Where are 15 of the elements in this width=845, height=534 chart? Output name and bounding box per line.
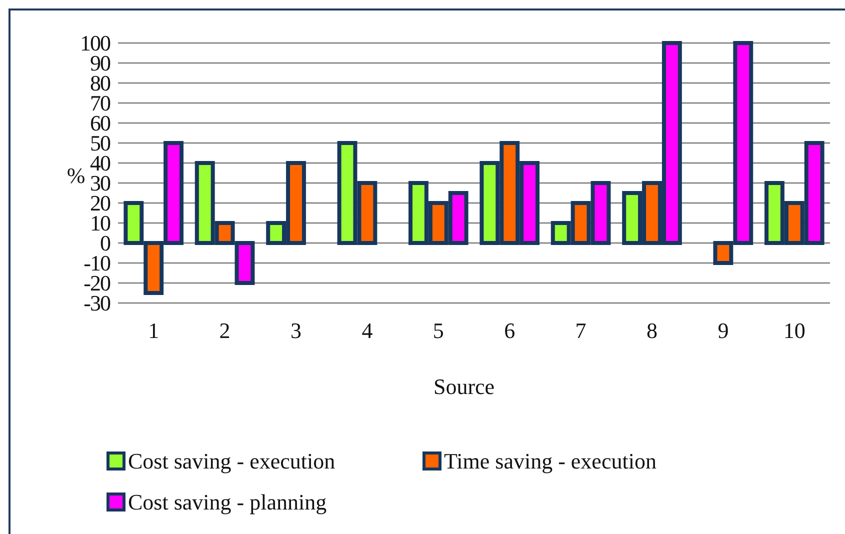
x-tick-label: 9 <box>718 318 729 343</box>
x-tick-label: 3 <box>290 318 302 343</box>
legend-label: Cost saving - execution <box>128 448 336 474</box>
x-tick-label: 5 <box>432 318 444 343</box>
x-axis-title: Source <box>433 374 495 399</box>
x-tick-label: 7 <box>575 318 586 343</box>
x-tick-label: 8 <box>646 318 658 343</box>
x-tick-label: 6 <box>504 318 516 343</box>
legend-label: Time saving - execution <box>444 448 656 474</box>
x-tick-label: 1 <box>148 318 160 343</box>
y-axis-title: % <box>66 163 86 188</box>
x-tick-label: 10 <box>783 318 806 343</box>
x-tick-label: 4 <box>362 318 373 343</box>
x-tick-label: 2 <box>219 318 230 343</box>
legend-label: Cost saving - planning <box>128 490 327 515</box>
